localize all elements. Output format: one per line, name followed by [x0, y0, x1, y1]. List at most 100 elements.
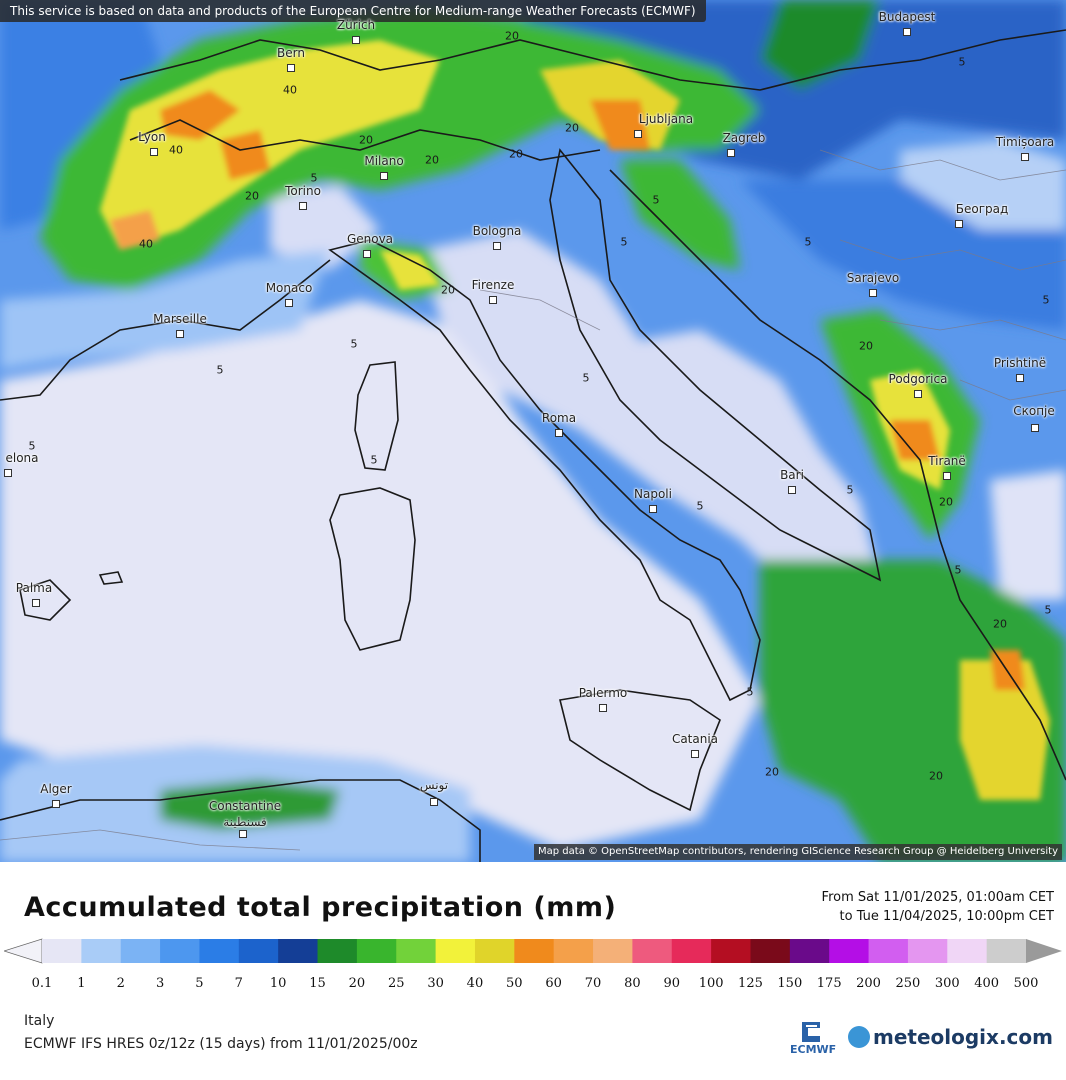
contour-label: 20: [993, 617, 1007, 631]
precipitation-field: [0, 0, 1066, 862]
region-label: Italy: [24, 1013, 55, 1029]
city-dot-napoli: [649, 505, 657, 513]
city-dot-marseille: [176, 330, 184, 338]
colorbar-segment: [632, 939, 673, 963]
legend-panel: Accumulated total precipitation (mm) Fro…: [0, 862, 1066, 1080]
meteologix-logo[interactable]: meteologix.com: [848, 1022, 1053, 1052]
city-dot-tirane: [943, 472, 951, 480]
colorbar-segment: [238, 939, 279, 963]
colorbar-segment: [671, 939, 712, 963]
colorbar-tick-label: 25: [387, 976, 405, 991]
city-label-palma: Palma: [15, 581, 53, 595]
contour-label: 5: [350, 337, 358, 351]
colorbar-segment: [199, 939, 240, 963]
colorbar-segment: [711, 939, 751, 963]
meteologix-logo-text: meteologix.com: [873, 1025, 1053, 1049]
city-dot-torino: [299, 202, 307, 210]
contour-label: 5: [1044, 603, 1052, 617]
colorbar-segment: [514, 939, 555, 963]
colorbar-tick-label: 50: [506, 976, 523, 991]
city-label-constantine-arabic: قسنطينة: [223, 815, 267, 829]
contour-label: 40: [283, 83, 297, 97]
color-scale-ticks: 0.1 1 2 3 5 7 10 15 20 25 30 40 50 60 70 80 90 100 125 150 1…: [0, 976, 1066, 996]
colorbar-tick-label: 15: [309, 976, 326, 991]
ecmwf-logo-text: ECMWF: [790, 1043, 837, 1056]
colorbar-segment: [829, 939, 870, 963]
contour-label: 20: [245, 189, 259, 203]
contour-label: 5: [958, 55, 966, 69]
colorbar-segment: [356, 939, 397, 963]
city-label-prishtine: Prishtinë: [993, 356, 1047, 370]
colorbar-tick-label: 300: [934, 976, 960, 991]
city-dot-prishtine: [1016, 374, 1024, 382]
colorbar-tick-label: 20: [348, 976, 366, 991]
colorbar-segment: [396, 939, 437, 963]
colorbar-tick-label: 0.1: [31, 976, 53, 991]
colorbar-segment: [789, 939, 830, 963]
map-attribution[interactable]: Map data © OpenStreetMap contributors, r…: [534, 844, 1062, 860]
contour-label: 20: [565, 121, 579, 135]
city-label-podgorica: Podgorica: [888, 372, 948, 386]
contour-label: 20: [509, 147, 523, 161]
colorbar-tick-label: 100: [698, 976, 724, 991]
contour-label: 5: [310, 171, 318, 185]
city-dot-lyon: [150, 148, 158, 156]
colorbar-tick-label: 7: [234, 976, 243, 991]
city-dot-genova: [363, 250, 371, 258]
contour-label: 5: [746, 685, 754, 699]
contour-label: 5: [216, 363, 224, 377]
contour-label: 20: [425, 153, 439, 167]
city-label-zurich: Zürich: [336, 18, 376, 32]
city-dot-budapest: [903, 28, 911, 36]
city-dot-palma: [32, 599, 40, 607]
contour-label: 20: [929, 769, 943, 783]
colorbar-segment: [868, 939, 909, 963]
colorbar-min-arrow: [4, 938, 43, 964]
city-label-zagreb: Zagreb: [722, 131, 766, 145]
city-label-catania: Catania: [671, 732, 719, 746]
contour-label: 5: [696, 499, 704, 513]
city-dot-palermo: [599, 704, 607, 712]
contour-label: 20: [859, 339, 873, 353]
city-label-napoli: Napoli: [634, 487, 672, 501]
colorbar-segment: [160, 939, 200, 963]
city-label-genova: Genova: [346, 232, 394, 246]
colorbar-max-arrow: [1026, 939, 1062, 963]
city-dot-zurich: [352, 36, 360, 44]
colorbar-segment: [120, 939, 161, 963]
colorbar-tick-label: 200: [856, 976, 881, 991]
ecmwf-attribution-banner: This service is based on data and produc…: [0, 0, 706, 22]
contour-label: 5: [582, 371, 590, 385]
colorbar-tick-label: 70: [584, 976, 602, 991]
colorbar-segment: [42, 939, 82, 963]
city-label-marseille: Marseille: [153, 312, 207, 326]
colorbar-tick-label: 500: [1013, 976, 1039, 991]
colorbar-segment: [317, 939, 358, 963]
ecmwf-logo-icon: [802, 1022, 820, 1042]
colorbar-segment: [947, 939, 988, 963]
city-dot-beograd: [955, 220, 963, 228]
city-dot-podgorica: [914, 390, 922, 398]
colorbar-tick-label: 125: [738, 976, 763, 991]
city-label-budapest: Budapest: [878, 10, 936, 24]
colorbar-segment: [435, 939, 476, 963]
contour-label: 5: [370, 453, 378, 467]
colorbar-tick-label: 30: [427, 976, 444, 991]
city-dot-firenze: [489, 296, 497, 304]
city-label-timisoara: Timișoara: [995, 135, 1055, 149]
city-dot-elona: [4, 469, 12, 477]
colorbar-tick-label: 150: [777, 976, 803, 991]
colorbar-segment: [750, 939, 791, 963]
city-label-lyon: Lyon: [138, 130, 166, 144]
contour-label: 20: [765, 765, 779, 779]
contour-label: 40: [169, 143, 183, 157]
colorbar-tick-label: 2: [116, 976, 125, 991]
city-dot-bari: [788, 486, 796, 494]
city-dot-milano: [380, 172, 388, 180]
time-range-to: to Tue 11/04/2025, 10:00pm CET: [839, 909, 1054, 924]
city-label-tunis-arabic: تونس: [419, 778, 449, 792]
contour-label: 5: [804, 235, 812, 249]
colorbar-tick-label: 3: [155, 976, 165, 991]
precipitation-map[interactable]: This service is based on data and produc…: [0, 0, 1066, 862]
colorbar-segment: [553, 939, 594, 963]
